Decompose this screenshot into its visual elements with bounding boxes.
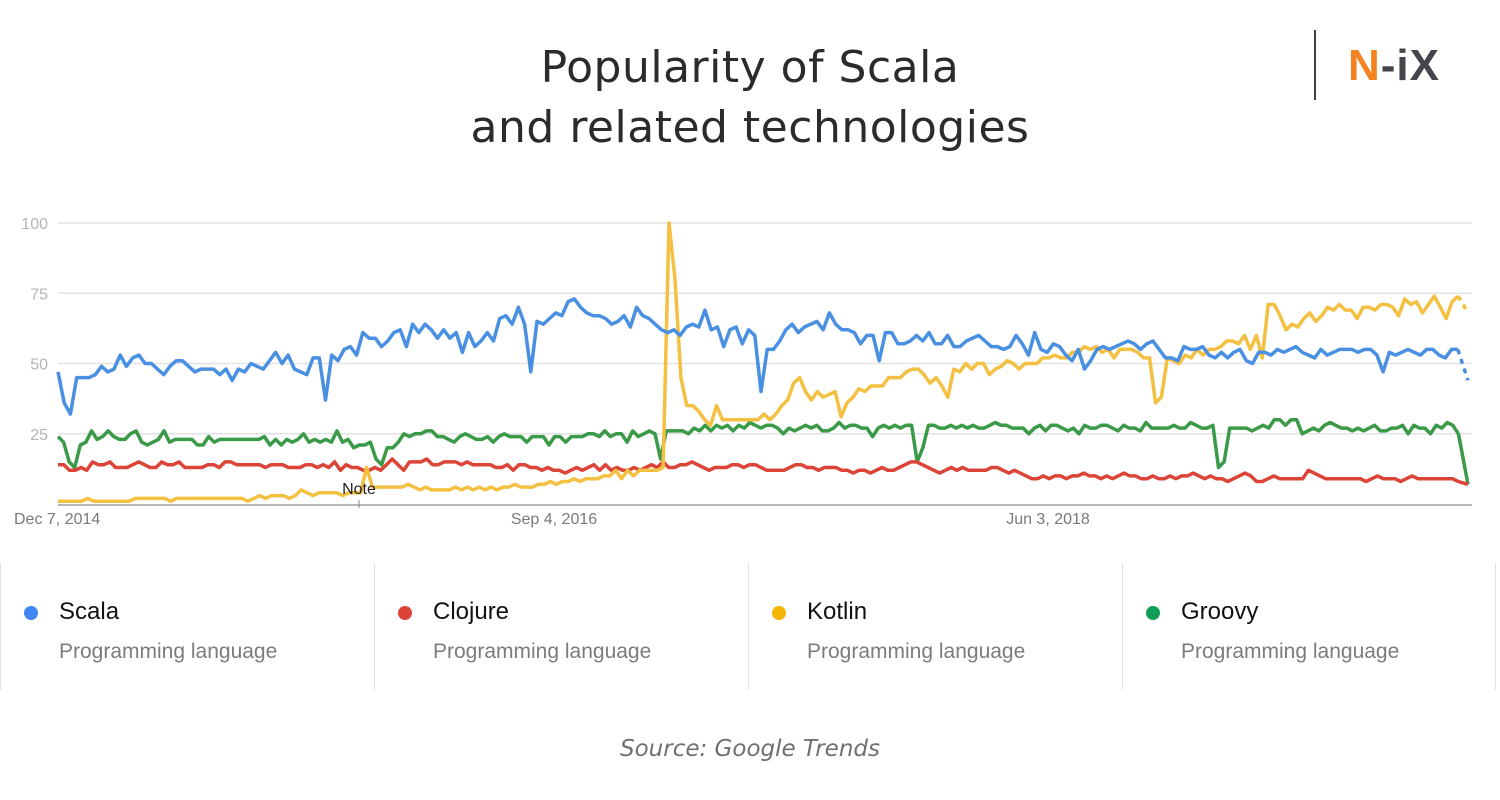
legend-subtitle: Programming language	[433, 640, 652, 663]
source-caption: Source: Google Trends	[619, 736, 880, 762]
legend: Scala Programming language Clojure Progr…	[0, 563, 1500, 690]
kotlin-dot-icon	[772, 606, 786, 620]
legend-name: Scala	[59, 598, 120, 625]
chart-canvas: 100 75 50 25 Dec 7, 2014 Sep 4, 2016 Jun 3, 20…	[14, 216, 1472, 528]
groovy-partial-segment	[1456, 433, 1470, 485]
y-tick-label: 75	[30, 286, 48, 303]
title-line-1: Popularity of Scala	[540, 42, 960, 93]
logo-divider	[1314, 30, 1316, 100]
clojure-partial-segment	[1457, 479, 1469, 487]
scala-dot-icon	[24, 606, 38, 620]
x-tick-label: Dec 7, 2014	[14, 511, 100, 528]
line-chart: 100 75 50 25 Dec 7, 2014 Sep 4, 2016 Jun 3, 20…	[0, 200, 1500, 540]
x-tick-label: Jun 3, 2018	[1006, 511, 1090, 528]
title-line-2: and related technologies	[470, 102, 1030, 153]
legend-subtitle: Programming language	[59, 640, 278, 663]
legend-item-scala[interactable]: Scala Programming language	[0, 563, 374, 690]
note-annotation: Note	[342, 481, 376, 498]
y-tick-label: 50	[30, 357, 48, 374]
scala-line	[56, 297, 1458, 416]
nix-logo: N-iX	[1348, 40, 1440, 92]
y-tick-label: 25	[30, 427, 48, 444]
logo-part-n: N	[1348, 41, 1381, 90]
legend-name: Groovy	[1181, 598, 1259, 625]
scala-partial-segment	[1456, 348, 1470, 381]
y-tick-label: 100	[21, 216, 48, 233]
kotlin-line	[58, 221, 1460, 503]
clojure-line	[58, 457, 1459, 484]
legend-name: Clojure	[433, 598, 510, 625]
x-tick-label: Sep 4, 2016	[511, 511, 597, 528]
logo-part-ix: -iX	[1380, 41, 1441, 90]
kotlin-partial-segment	[1456, 295, 1470, 314]
legend-item-clojure[interactable]: Clojure Programming language	[374, 563, 748, 690]
legend-item-kotlin[interactable]: Kotlin Programming language	[748, 563, 1122, 690]
legend-subtitle: Programming language	[1181, 640, 1400, 663]
chart-title: Popularity of Scala and related technolo…	[0, 38, 1500, 158]
clojure-dot-icon	[398, 606, 412, 620]
legend-item-groovy[interactable]: Groovy Programming language	[1122, 563, 1496, 690]
groovy-line	[56, 417, 1460, 470]
legend-subtitle: Programming language	[807, 640, 1026, 663]
legend-name: Kotlin	[807, 598, 868, 625]
groovy-dot-icon	[1146, 606, 1160, 620]
